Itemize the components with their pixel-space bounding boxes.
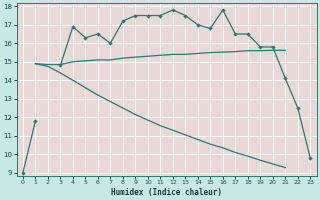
- X-axis label: Humidex (Indice chaleur): Humidex (Indice chaleur): [111, 188, 222, 197]
